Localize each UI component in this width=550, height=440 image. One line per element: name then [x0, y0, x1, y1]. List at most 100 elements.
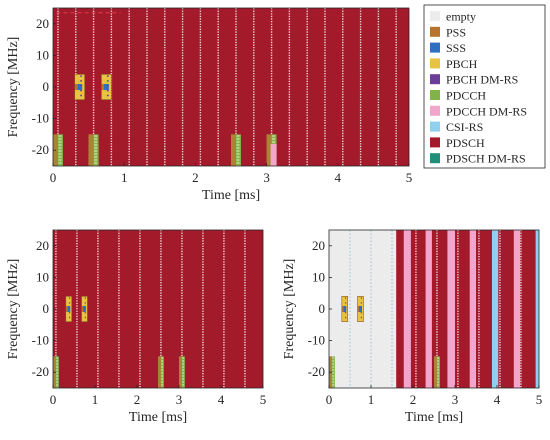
pdcch-dmrs-dot — [161, 366, 163, 368]
pdcch-dmrs-dot — [236, 162, 240, 164]
legend-swatch — [430, 90, 440, 100]
sss-block — [343, 305, 347, 313]
pdcch-dmrs-dot — [236, 153, 240, 155]
pss-block — [101, 83, 104, 91]
legend-swatch — [430, 26, 440, 37]
pdcch-dmrs-dot — [332, 372, 334, 374]
pdcch-dmrs-dot — [161, 357, 163, 359]
y-tick-label: -10 — [308, 333, 325, 348]
y-tick-label: 20 — [312, 238, 325, 253]
pbch-dmrs-dot — [360, 311, 362, 314]
x-tick-label: 0 — [326, 392, 333, 407]
pbch-dmrs-dot — [360, 297, 362, 299]
light-column — [425, 230, 432, 388]
x-tick-label: 4 — [335, 170, 342, 185]
pdcch-dmrs-dot — [332, 375, 334, 377]
pbch-dmrs-dot — [84, 311, 86, 314]
pbch-dmrs-dot — [84, 302, 86, 304]
bottom-left-panel: 0 1 2 3 4 5 -20 -10 0 10 20 Time [ms] Frequency [MHz… — [6, 229, 267, 425]
pdcch-dmrs-dot — [272, 138, 276, 140]
pdcch-dmrs-dot — [332, 357, 334, 359]
pdcch-dmrs-dot — [161, 375, 163, 377]
x-tick-label: 3 — [452, 392, 459, 407]
pdcch-dmrs-dot — [56, 360, 58, 362]
pbch-dmrs-dot — [84, 307, 86, 309]
pdcch-dmrs-dot — [94, 144, 98, 146]
pdcch-dmrs-dot — [236, 159, 240, 161]
pdcch-dmrs-stripe — [179, 356, 182, 388]
legend-swatch — [430, 74, 440, 85]
legend-label: PBCH DM-RS — [446, 73, 518, 87]
x-tick-label: 5 — [536, 392, 543, 407]
x-tick-label: 5 — [260, 392, 267, 407]
pdcch-dmrs-dot — [182, 378, 184, 380]
pdcch-dmrs-dot — [58, 144, 62, 146]
pbch-dmrs-dot — [80, 89, 82, 92]
y-tick-label: 20 — [36, 238, 49, 253]
y-tick-label: 10 — [36, 47, 49, 62]
pdcch-dmrs-dot — [94, 150, 98, 152]
pdcch-dmrs-dot — [58, 138, 62, 140]
y-axis-label: Frequency [MHz] — [282, 259, 297, 360]
pbch-dmrs-dot — [106, 75, 109, 77]
pdcch-dmrs-dot — [437, 378, 439, 380]
pdcch-dmrs-dot — [56, 378, 58, 380]
y-tick-label: 0 — [43, 301, 50, 316]
y-tick-label: 0 — [319, 301, 326, 316]
y-tick-label: 10 — [36, 269, 49, 284]
pdcch-dmrs-dot — [94, 138, 98, 140]
pdcch-dmrs-dot — [332, 378, 334, 380]
sss-block — [359, 305, 362, 313]
y-tick-label: -20 — [32, 364, 49, 379]
pbch-dmrs-dot — [360, 302, 362, 304]
pdcch-dmrs-dot — [437, 381, 439, 383]
y-axis-label: Frequency [MHz] — [6, 37, 21, 138]
sss-block — [77, 83, 83, 91]
pdcch-dmrs-stripe — [88, 134, 94, 166]
pdcch-dmrs-dot — [56, 381, 58, 383]
pdcch-dmrs-dot — [236, 141, 240, 143]
legend-label: SSS — [446, 41, 466, 55]
pbch-dmrs-dot — [84, 297, 86, 299]
pbch-dmrs-dot — [80, 75, 82, 77]
x-tick-label: 5 — [406, 170, 413, 185]
pdcch-dmrs-dot — [332, 381, 334, 383]
legend-box — [423, 4, 546, 169]
pbch-dmrs-dot — [360, 307, 362, 309]
pdcch-dmrs-stripe — [158, 356, 161, 388]
x-axis-label: Time [ms] — [129, 410, 187, 425]
legend-swatch — [430, 121, 440, 132]
pdcch-dmrs-dot — [437, 363, 439, 365]
light-column — [491, 230, 499, 388]
pdcch-dmrs-dot — [94, 159, 98, 161]
pss-block — [81, 305, 84, 313]
y-axis-label: Frequency [MHz] — [6, 259, 21, 360]
pdcch-dmrs-dot — [236, 147, 240, 149]
pdcch-dmrs-dot — [161, 384, 163, 386]
pdcch-dmrs-dot — [437, 372, 439, 374]
pdcch-dmrs-dot — [94, 135, 98, 137]
pdcch-dmrs-dot — [161, 363, 163, 365]
ssb-outline — [357, 296, 364, 322]
plot-area — [53, 8, 409, 166]
pdcch-dmrs-dot — [182, 357, 184, 359]
pdcch-dmrs-dot — [437, 384, 439, 386]
pdcch-dmrs-dot — [94, 147, 98, 149]
pdcch-dmrs-dot — [58, 135, 62, 137]
pdcch-dmrs-stripe — [266, 134, 272, 166]
x-tick-label: 3 — [263, 170, 270, 185]
legend-swatch — [430, 105, 440, 116]
pdcch-dmrs-dot — [56, 369, 58, 371]
pdcch-dmrs-dot — [58, 156, 62, 158]
x-tick-label: 1 — [368, 392, 375, 407]
pdcch-dmrs-stripe — [231, 134, 236, 166]
legend-label: PBCH — [446, 57, 478, 71]
pdcch-dmrs-dot — [437, 357, 439, 359]
legend-label: PDSCH — [446, 136, 485, 150]
light-column — [513, 230, 521, 388]
x-tick-label: 2 — [410, 392, 417, 407]
pdcch-dmrs-dot — [56, 357, 58, 359]
ssb-outline — [65, 296, 72, 322]
light-column — [403, 230, 411, 388]
